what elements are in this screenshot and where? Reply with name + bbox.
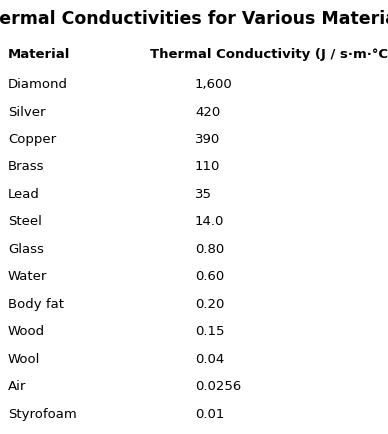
Text: Styrofoam: Styrofoam xyxy=(8,407,77,420)
Text: 0.01: 0.01 xyxy=(195,407,224,420)
Text: 0.0256: 0.0256 xyxy=(195,380,241,393)
Text: 0.04: 0.04 xyxy=(195,352,224,365)
Text: Thermal Conductivity (J / s·m·°C): Thermal Conductivity (J / s·m·°C) xyxy=(150,48,388,61)
Text: Material: Material xyxy=(8,48,70,61)
Text: Water: Water xyxy=(8,270,47,283)
Text: Silver: Silver xyxy=(8,105,45,118)
Text: Brass: Brass xyxy=(8,160,45,173)
Text: Glass: Glass xyxy=(8,243,44,256)
Text: 1,600: 1,600 xyxy=(195,78,233,91)
Text: 390: 390 xyxy=(195,133,220,146)
Text: Thermal Conductivities for Various Materials: Thermal Conductivities for Various Mater… xyxy=(0,10,388,28)
Text: Body fat: Body fat xyxy=(8,297,64,310)
Text: 0.15: 0.15 xyxy=(195,325,225,338)
Text: 14.0: 14.0 xyxy=(195,215,224,228)
Text: 35: 35 xyxy=(195,187,212,201)
Text: 0.60: 0.60 xyxy=(195,270,224,283)
Text: 110: 110 xyxy=(195,160,220,173)
Text: 0.20: 0.20 xyxy=(195,297,224,310)
Text: Copper: Copper xyxy=(8,133,56,146)
Text: 0.80: 0.80 xyxy=(195,243,224,256)
Text: 420: 420 xyxy=(195,105,220,118)
Text: Steel: Steel xyxy=(8,215,42,228)
Text: Diamond: Diamond xyxy=(8,78,68,91)
Text: Wool: Wool xyxy=(8,352,40,365)
Text: Wood: Wood xyxy=(8,325,45,338)
Text: Lead: Lead xyxy=(8,187,40,201)
Text: Air: Air xyxy=(8,380,26,393)
